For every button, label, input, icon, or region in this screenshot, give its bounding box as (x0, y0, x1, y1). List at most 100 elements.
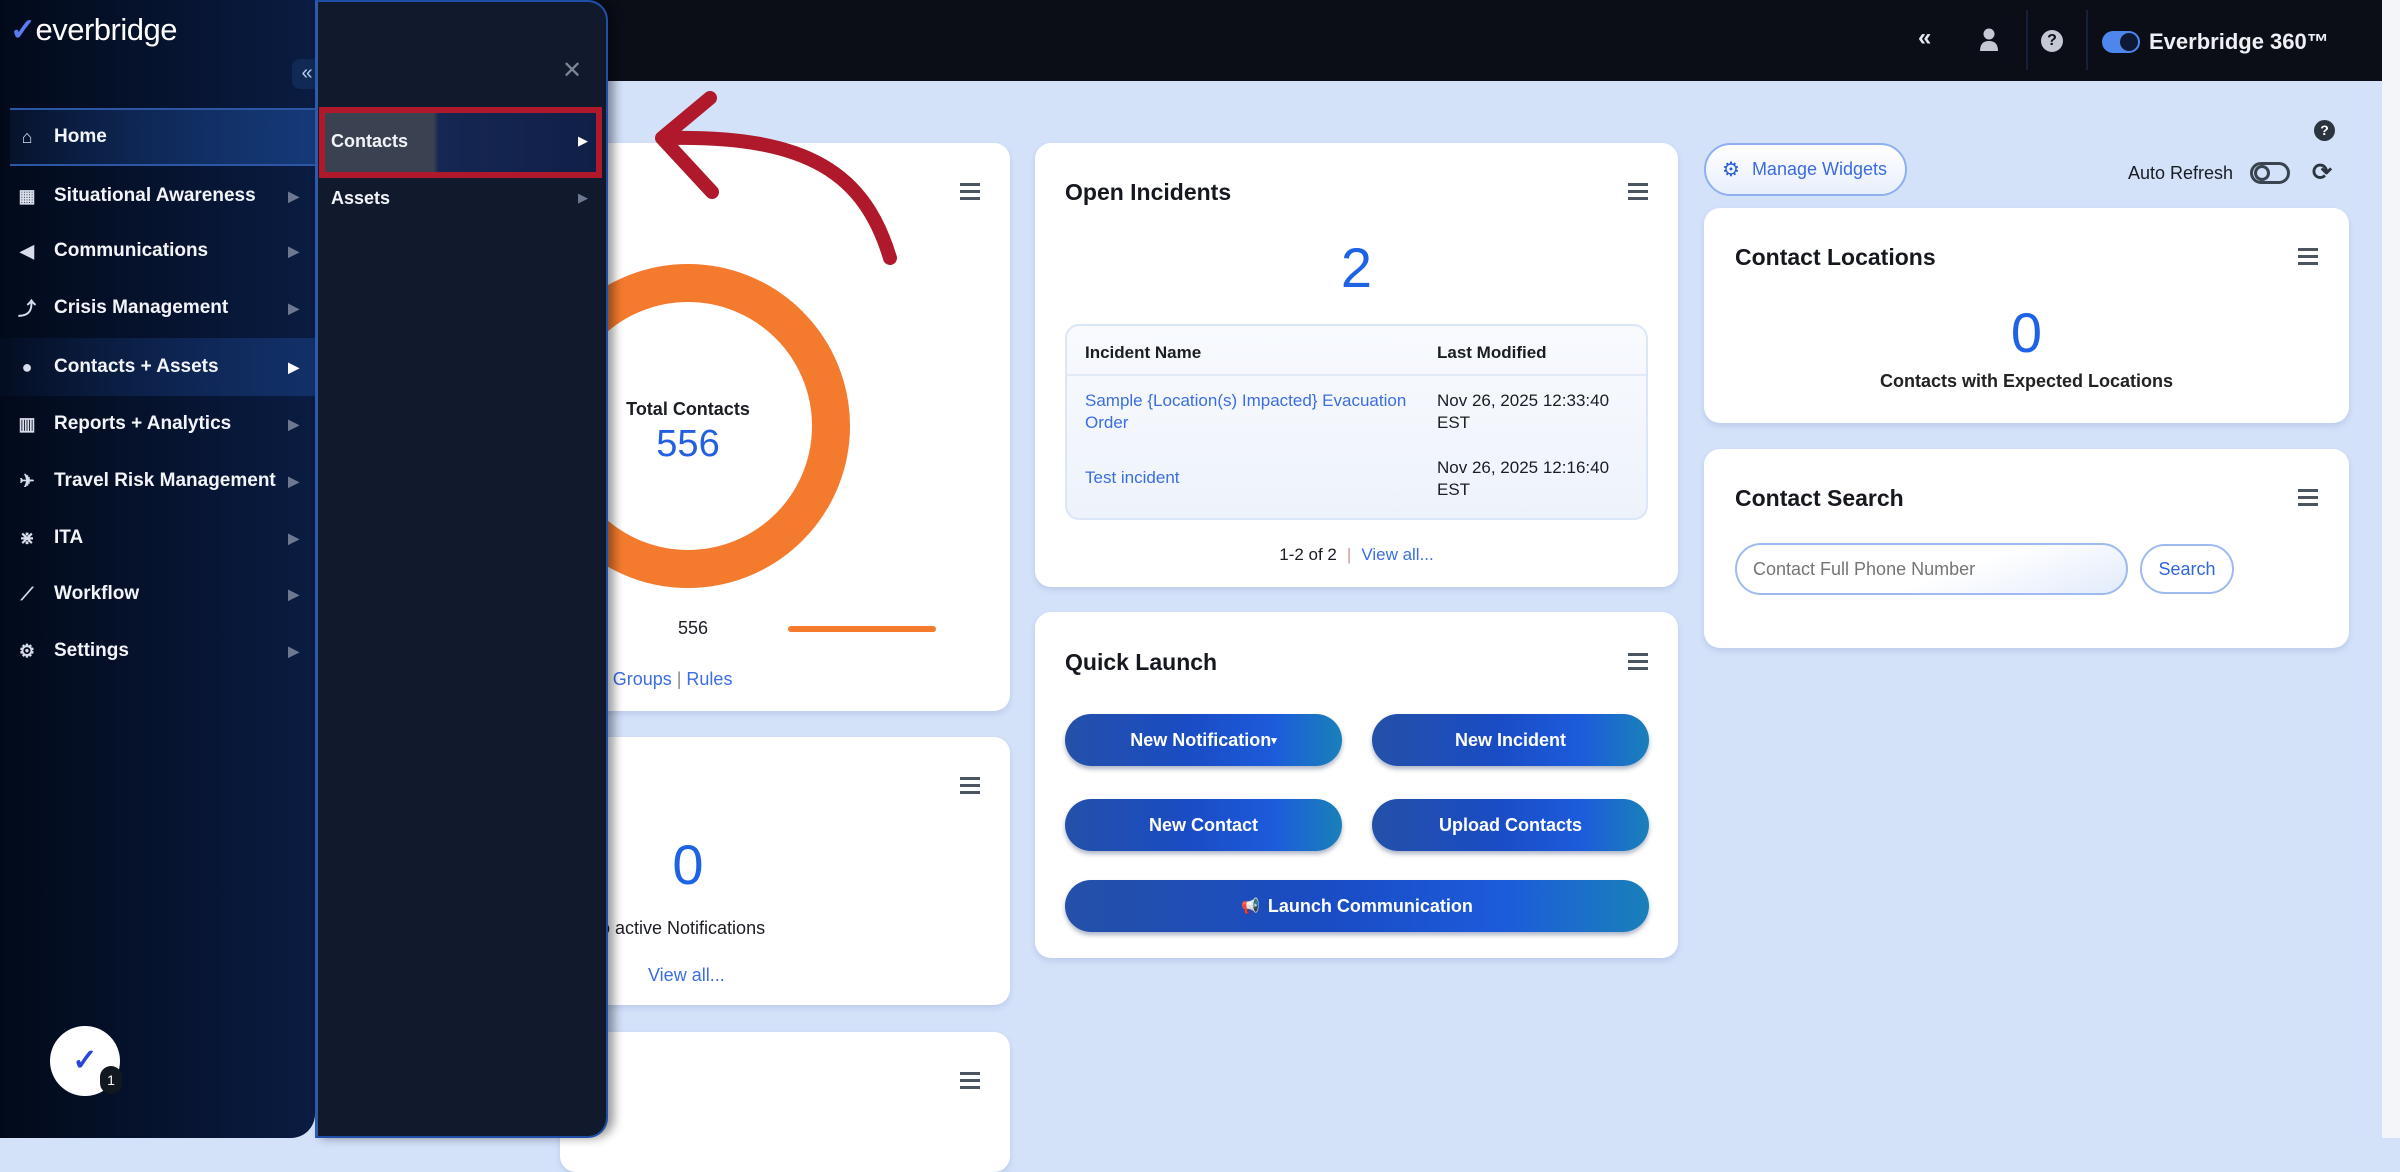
sidebar-item-ita[interactable]: ⋇ ITA ▶ (0, 512, 315, 564)
map-pin-icon: ● (21, 356, 33, 377)
sidebar-item-label: Reports + Analytics (54, 413, 232, 434)
scrollbar-track (2382, 0, 2400, 1138)
assistant-button[interactable]: ✓ (50, 1026, 120, 1096)
incident-modified: Nov 26, 2025 12:33:40 EST (1437, 391, 1610, 432)
sidebar-item-reports-analytics[interactable]: ▥ Reports + Analytics ▶ (0, 398, 315, 450)
submenu-item-assets[interactable]: Assets ▶ (325, 178, 596, 218)
contacts-assets-submenu: ✕ Contacts ▶ Assets ▶ (315, 0, 608, 1138)
sidebar-item-workflow[interactable]: ⟋ Workflow ▶ (0, 568, 315, 620)
pagination: 1-2 of 2 | View all... (1279, 545, 1434, 564)
route-icon: ⤴ (18, 299, 36, 319)
hover-item-highlight (0, 338, 315, 396)
widget-title: Quick Launch (1065, 649, 1218, 675)
gear-icon: ⚙ (18, 640, 36, 661)
column-header: Last Modified (1437, 343, 1547, 362)
sidebar-item-contacts-assets[interactable]: ● Contacts + Assets ▶ (0, 341, 315, 393)
donut-center-label: Total Contacts (626, 399, 750, 419)
plane-icon: ✈ (19, 470, 35, 491)
manage-widgets-button[interactable]: ⚙ Manage Widgets (1704, 143, 1907, 196)
incident-name-link[interactable]: Sample {Location(s) Impacted} Evacuation… (1085, 391, 1407, 432)
sidebar-item-home[interactable]: ⌂ Home (0, 111, 315, 163)
sidebar-item-communications[interactable]: ◀ Communications ▶ (0, 225, 315, 277)
megaphone-icon: 📢 (1241, 898, 1260, 915)
user-icon[interactable] (1979, 28, 1999, 52)
notifications-view-all-link[interactable]: View all... (648, 965, 725, 985)
chevron-right-icon: ▶ (288, 358, 299, 375)
sidebar-item-label: ITA (54, 527, 84, 548)
sidebar-item-label: Situational Awareness (54, 185, 256, 206)
assistant-badge: 1 (100, 1066, 122, 1094)
sidebar-item-travel-risk-management[interactable]: ✈ Travel Risk Management ▶ (0, 455, 315, 507)
sidebar-item-label: Travel Risk Management (54, 470, 276, 491)
groups-link[interactable]: Groups (612, 669, 672, 689)
upload-contacts-button[interactable]: Upload Contacts (1372, 799, 1649, 851)
widget-menu-icon[interactable] (960, 183, 980, 200)
contact-phone-search-input[interactable] (1735, 543, 2128, 595)
table-row: Test incident Nov 26, 2025 12:16:40 EST (1067, 457, 1646, 517)
chevron-right-icon: ▶ (288, 415, 299, 432)
contact-locations-widget: Contact Locations 0 Contacts with Expect… (1704, 208, 2349, 423)
megaphone-icon: ◀ (20, 240, 34, 261)
map-icon: ▦ (18, 185, 36, 206)
auto-refresh-toggle[interactable] (2250, 162, 2290, 184)
sidebar-item-settings[interactable]: ⚙ Settings ▶ (0, 625, 315, 677)
widget-menu-icon[interactable] (2298, 489, 2318, 506)
widget-menu-icon[interactable] (960, 777, 980, 794)
incident-name-link[interactable]: Test incident (1085, 468, 1180, 487)
chevron-right-icon: ▶ (288, 242, 299, 259)
chevron-right-icon: ▶ (288, 187, 299, 204)
product-toggle[interactable] (2102, 31, 2140, 53)
incident-modified: Nov 26, 2025 12:16:40 EST (1437, 458, 1610, 499)
widget-menu-icon[interactable] (1628, 183, 1648, 200)
chevron-right-icon: ▶ (288, 585, 299, 602)
table-row: Sample {Location(s) Impacted} Evacuation… (1067, 390, 1646, 450)
widget-title: Contact Search (1735, 485, 1904, 511)
network-icon: ⋇ (19, 527, 35, 548)
sidebar-item-label: Home (54, 126, 107, 147)
submenu-item-contacts[interactable]: Contacts ▶ (325, 113, 596, 172)
sidebar-item-label: Settings (54, 640, 129, 661)
donut-slice (560, 264, 850, 588)
contacts-donut-chart (560, 264, 850, 588)
new-contact-button[interactable]: New Contact (1065, 799, 1342, 851)
open-incidents-count: 2 (1340, 236, 1373, 299)
widget-menu-icon[interactable] (1628, 653, 1648, 670)
rules-link[interactable]: Rules (686, 669, 733, 689)
sidebar-item-label: Workflow (54, 583, 140, 604)
sidebar: ✓everbridge « ⌂ Home ▦ Situational Awarene… (0, 0, 322, 1138)
button-label: New Notification (1130, 729, 1272, 750)
chevron-right-icon: ▶ (288, 529, 299, 546)
chevron-right-icon: ▶ (288, 299, 299, 316)
close-icon[interactable]: ✕ (562, 57, 583, 84)
chevron-right-icon: ▶ (578, 190, 588, 205)
launch-communication-button[interactable]: 📢 Launch Communication (1065, 880, 1649, 932)
everbridge-logo: ✓everbridge (10, 12, 177, 47)
chevron-right-icon: ▶ (578, 133, 588, 148)
active-notifications-label: o active Notifications (600, 918, 766, 938)
annotation-arrow-icon (655, 91, 897, 265)
incidents-view-all-link[interactable]: View all... (1361, 545, 1434, 564)
refresh-icon[interactable]: ⟳ (2312, 159, 2333, 186)
active-item-highlight (10, 108, 315, 166)
collapse-icon[interactable]: « (1918, 24, 1932, 51)
button-label: Launch Communication (1267, 895, 1473, 916)
contact-search-button[interactable]: Search (2140, 544, 2234, 594)
contact-locations-label: Contacts with Expected Locations (1879, 371, 2174, 391)
bar-chart-icon: ▥ (18, 413, 36, 434)
sidebar-item-label: Crisis Management (54, 297, 229, 318)
widget-menu-icon[interactable] (2298, 248, 2318, 265)
sidebar-item-crisis-management[interactable]: ⤴ Crisis Management ▶ (0, 282, 315, 334)
help-icon[interactable]: ? (2314, 120, 2335, 141)
help-icon[interactable]: ? (2041, 30, 2063, 52)
legend-value: 556 (678, 618, 709, 638)
caret-down-icon: ▾ (1271, 734, 1277, 747)
active-notifications-count: 0 (672, 833, 704, 896)
new-notification-button[interactable]: New Notification ▾ (1065, 714, 1342, 766)
legend-bar (788, 626, 936, 632)
sidebar-item-situational-awareness[interactable]: ▦ Situational Awareness ▶ (0, 170, 315, 222)
notifications-widget: 0 o active Notifications View all... (560, 737, 1010, 1005)
new-incident-button[interactable]: New Incident (1372, 714, 1649, 766)
widget-menu-icon[interactable] (960, 1072, 980, 1089)
chevron-right-icon: ▶ (288, 472, 299, 489)
line-chart-icon: ⟋ (20, 583, 34, 604)
